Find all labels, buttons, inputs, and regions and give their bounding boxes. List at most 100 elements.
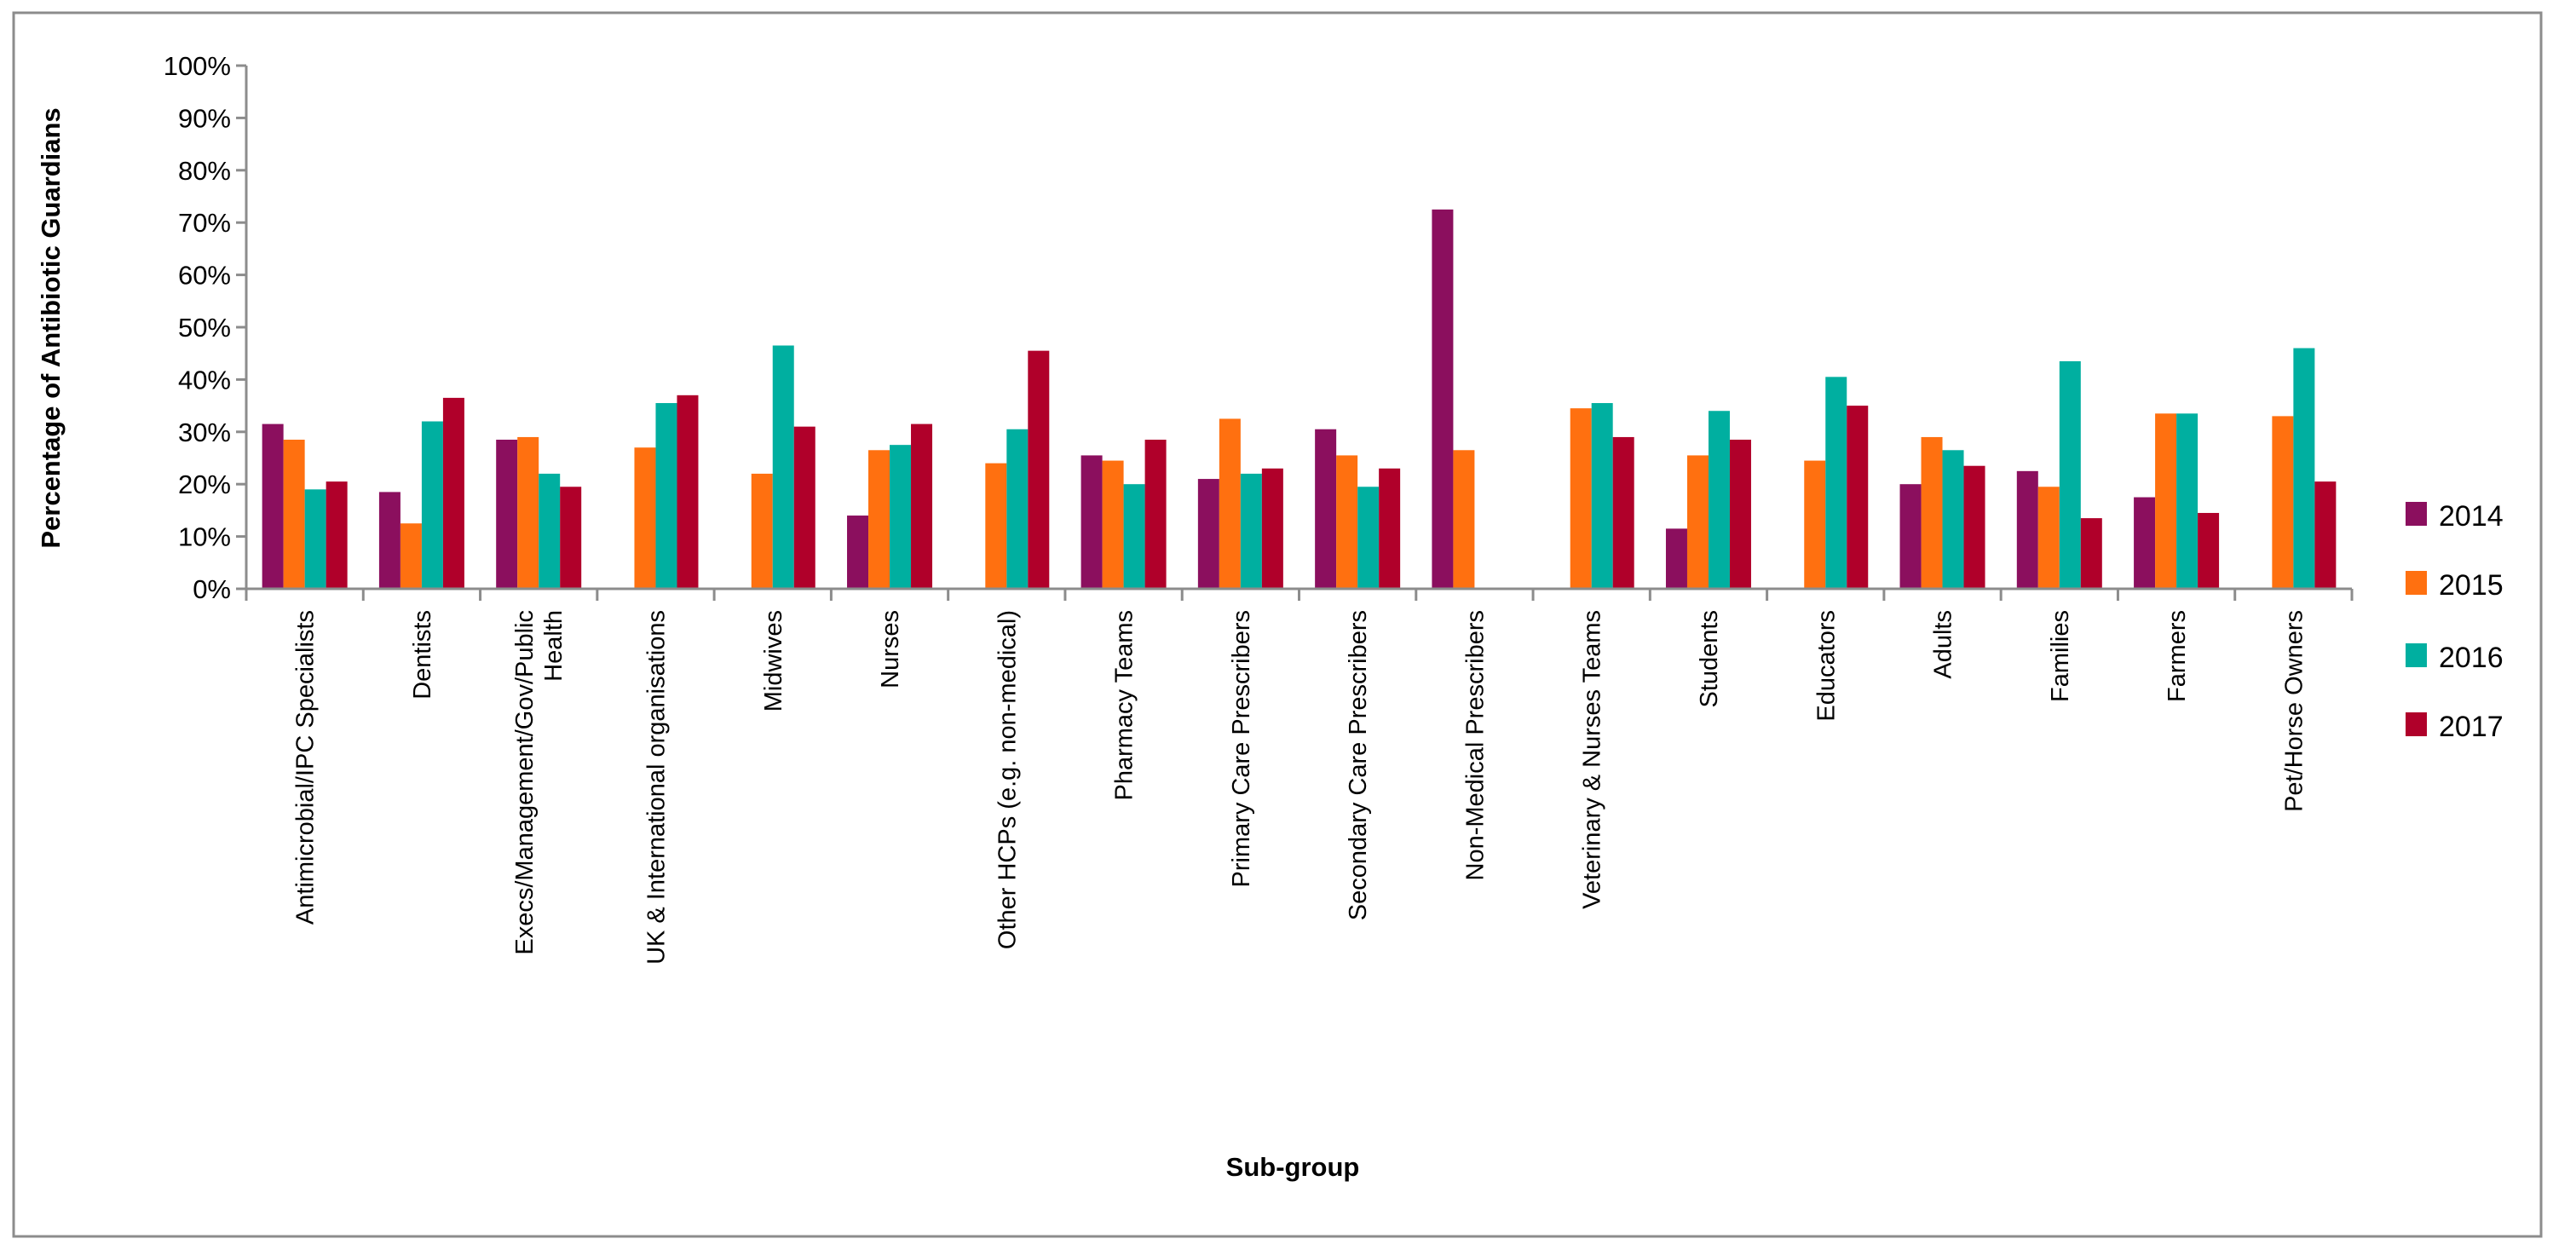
bar-2014 xyxy=(1665,528,1687,589)
chart-frame xyxy=(12,11,2543,1238)
category-label: Nurses xyxy=(877,610,904,688)
y-tick-label: 30% xyxy=(178,418,231,447)
legend-label: 2016 xyxy=(2439,642,2504,674)
legend-item-2016: 2016 xyxy=(2406,642,2504,674)
bar-2014 xyxy=(1899,484,1922,589)
bar-2016 xyxy=(2059,360,2081,589)
bar-2017 xyxy=(2080,518,2102,589)
legend-item-2015: 2015 xyxy=(2406,569,2504,602)
y-tick-label: 50% xyxy=(178,313,231,343)
bar-2016 xyxy=(1825,377,1847,589)
y-tick-label: 90% xyxy=(178,103,231,133)
bar-2015 xyxy=(517,436,539,589)
bar-2017 xyxy=(1261,468,1283,589)
category-label: Dentists xyxy=(409,610,436,700)
y-tick-label: 70% xyxy=(178,208,231,238)
bar-2017 xyxy=(2314,481,2337,589)
bar-2015 xyxy=(1102,460,1124,589)
bar-2016 xyxy=(772,345,794,589)
category-label: Veterinary & Nurses Teams xyxy=(1579,610,1606,909)
bar-2015 xyxy=(2037,487,2060,589)
bar-2015 xyxy=(1336,455,1358,589)
category-label: Pharmacy Teams xyxy=(1111,610,1138,801)
bar-2017 xyxy=(326,481,348,589)
bar-2016 xyxy=(1357,487,1380,589)
bar-2016 xyxy=(2176,413,2199,589)
bar-2017 xyxy=(442,397,464,589)
bar-2016 xyxy=(890,445,912,589)
bar-2017 xyxy=(911,423,933,589)
legend-item-2017: 2017 xyxy=(2406,711,2504,743)
y-tick-label: 10% xyxy=(178,522,231,552)
bar-2014 xyxy=(1432,209,1454,589)
y-tick-label: 80% xyxy=(178,156,231,186)
legend-label: 2014 xyxy=(2439,500,2504,533)
y-axis-title: Percentage of Antibiotic Guardians xyxy=(36,107,66,548)
bar-2015 xyxy=(400,523,422,589)
bar-2015 xyxy=(1219,418,1241,589)
category-label: Adults xyxy=(1930,610,1957,679)
bar-2014 xyxy=(1197,479,1219,589)
category-label: Execs/Management/Gov/Public xyxy=(511,610,539,955)
bar-2017 xyxy=(560,487,582,589)
category-label: UK & International organisations xyxy=(643,610,670,965)
category-label: Health xyxy=(540,610,568,682)
bar-2015 xyxy=(283,440,305,589)
bar-2017 xyxy=(1028,350,1050,589)
category-label: Pet/Horse Owners xyxy=(2280,610,2308,812)
bar-2016 xyxy=(539,473,561,589)
bar-2016 xyxy=(1942,450,1964,589)
bar-2015 xyxy=(985,463,1007,589)
bar-2016 xyxy=(1006,429,1029,589)
bar-2017 xyxy=(1379,468,1401,589)
y-tick-label: 60% xyxy=(178,261,231,291)
bar-2016 xyxy=(1708,411,1730,589)
bar-2014 xyxy=(2016,470,2038,589)
bar-2015 xyxy=(1921,436,1943,589)
legend-swatch xyxy=(2406,643,2427,667)
category-label: Antimicrobial/IPC Specialists xyxy=(292,610,320,925)
bar-2014 xyxy=(262,423,284,589)
bar-2015 xyxy=(2272,416,2294,589)
y-tick-label: 40% xyxy=(178,365,231,395)
y-tick-label: 20% xyxy=(178,470,231,499)
legend: 2014 2015 2016 2017 xyxy=(2406,500,2504,743)
bar-2015 xyxy=(1453,450,1475,589)
bar-2017 xyxy=(2198,512,2220,589)
legend-item-2014: 2014 xyxy=(2406,500,2504,533)
bar-2015 xyxy=(1804,460,1826,589)
category-label: Primary Care Prescribers xyxy=(1228,610,1255,888)
bar-2016 xyxy=(421,421,443,589)
bar-2017 xyxy=(1144,440,1167,589)
bar-2014 xyxy=(378,492,401,589)
bar-2015 xyxy=(1686,455,1709,589)
bar-2017 xyxy=(1612,436,1634,589)
bar-2016 xyxy=(655,403,677,589)
legend-swatch xyxy=(2406,502,2427,526)
x-axis-title: Sub-group xyxy=(1226,1152,1360,1182)
bar-2015 xyxy=(868,450,890,589)
bar-2015 xyxy=(751,473,773,589)
y-tick-label: 100% xyxy=(164,51,231,81)
bar-2015 xyxy=(2155,413,2177,589)
bar-2015 xyxy=(1570,408,1592,589)
bar-2016 xyxy=(2293,348,2315,589)
legend-label: 2015 xyxy=(2439,569,2504,602)
bar-2014 xyxy=(1315,429,1337,589)
bar-2017 xyxy=(1847,406,1869,589)
bar-2014 xyxy=(847,516,869,589)
bar-2017 xyxy=(1729,440,1751,589)
category-label: Families xyxy=(2047,610,2074,702)
category-label: Students xyxy=(1696,610,1723,707)
category-label: Secondary Care Prescribers xyxy=(1345,610,1372,920)
category-label: Farmers xyxy=(2164,610,2191,702)
category-label: Other HCPs (e.g. non-medical) xyxy=(994,610,1021,949)
bar-2017 xyxy=(793,426,815,589)
bar-2016 xyxy=(304,489,326,589)
legend-swatch xyxy=(2406,571,2427,595)
category-label: Midwives xyxy=(760,610,787,712)
bar-2016 xyxy=(1240,473,1262,589)
bar-2014 xyxy=(496,440,518,589)
bar-2017 xyxy=(677,395,699,589)
